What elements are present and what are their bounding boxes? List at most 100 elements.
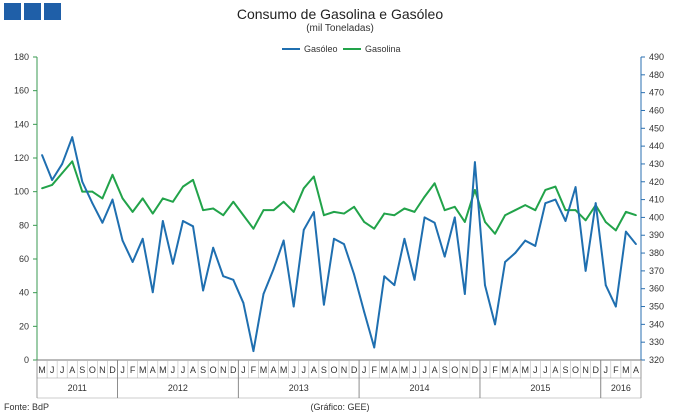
month-label: F xyxy=(613,365,619,375)
right-axis-tick-label: 450 xyxy=(649,123,664,133)
month-label: M xyxy=(159,365,167,375)
month-label: M xyxy=(381,365,389,375)
left-axis-tick-label: 40 xyxy=(19,288,29,298)
month-label: A xyxy=(633,365,639,375)
data-point-gasolina xyxy=(232,200,235,203)
data-point-gasoleo xyxy=(413,278,416,281)
data-point-gasoleo xyxy=(212,246,215,249)
data-point-gasolina xyxy=(614,229,617,232)
right-axis-tick-label: 380 xyxy=(649,248,664,258)
data-point-gasoleo xyxy=(524,239,527,242)
month-label: D xyxy=(109,365,116,375)
right-axis-tick-label: 420 xyxy=(649,177,664,187)
month-label: N xyxy=(582,365,589,375)
legend-label-gasolina: Gasolina xyxy=(365,44,401,54)
right-axis-tick-label: 320 xyxy=(649,355,664,365)
data-point-gasoleo xyxy=(584,269,587,272)
month-label: S xyxy=(562,365,568,375)
data-point-gasoleo xyxy=(333,237,335,240)
year-label: 2012 xyxy=(168,383,188,393)
legend-label-gasoleo: Gasóleo xyxy=(304,44,338,54)
data-point-gasolina xyxy=(202,209,205,212)
data-point-gasoleo xyxy=(101,221,104,224)
month-label: A xyxy=(391,365,397,375)
month-label: A xyxy=(311,365,317,375)
year-label: 2013 xyxy=(289,383,309,393)
data-point-gasoleo xyxy=(51,179,53,181)
data-point-gasoleo xyxy=(41,154,43,156)
month-label: S xyxy=(79,365,85,375)
month-label: N xyxy=(220,365,227,375)
month-label: M xyxy=(280,365,288,375)
data-point-gasolina xyxy=(353,205,355,208)
month-label: N xyxy=(99,365,106,375)
data-point-gasoleo xyxy=(604,284,607,287)
data-point-gasoleo xyxy=(514,252,517,254)
data-point-gasolina xyxy=(554,185,557,188)
data-point-gasoleo xyxy=(353,273,355,276)
month-label: D xyxy=(230,365,237,375)
month-label: J xyxy=(181,365,186,375)
data-point-gasolina xyxy=(403,207,406,210)
right-axis-tick-label: 340 xyxy=(649,319,664,329)
right-axis-tick-label: 440 xyxy=(649,141,664,151)
logo-square xyxy=(44,3,61,20)
data-point-gasoleo xyxy=(373,346,376,349)
data-point-gasoleo xyxy=(302,228,305,231)
data-point-gasoleo xyxy=(111,198,114,201)
data-point-gasolina xyxy=(584,219,587,222)
data-point-gasoleo xyxy=(383,275,386,278)
month-label: A xyxy=(271,365,277,375)
data-point-gasoleo xyxy=(272,268,275,270)
series-line-gasolina xyxy=(41,160,637,235)
month-label: F xyxy=(371,365,377,375)
data-point-gasoleo xyxy=(423,216,426,219)
data-point-gasolina xyxy=(323,214,325,217)
data-point-gasoleo xyxy=(614,305,617,308)
data-point-gasoleo xyxy=(312,211,315,213)
left-axis-tick-label: 20 xyxy=(19,321,29,331)
data-point-gasolina xyxy=(81,190,84,193)
data-point-gasolina xyxy=(61,172,64,175)
left-axis-tick-label: 80 xyxy=(19,220,29,230)
data-point-gasolina xyxy=(272,209,275,212)
month-label: S xyxy=(442,365,448,375)
data-point-gasoleo xyxy=(151,291,154,294)
data-point-gasolina xyxy=(172,200,174,203)
month-label: J xyxy=(241,365,246,375)
data-point-gasoleo xyxy=(232,278,235,281)
right-axis-tick-label: 430 xyxy=(649,159,664,169)
data-point-gasolina xyxy=(453,205,456,208)
month-label: A xyxy=(432,365,438,375)
series-line-gasoleo xyxy=(41,136,637,353)
data-point-gasolina xyxy=(383,212,386,215)
data-point-gasolina xyxy=(514,209,517,212)
month-label: S xyxy=(200,365,206,375)
data-point-gasoleo xyxy=(393,284,396,287)
year-label: 2011 xyxy=(68,383,87,393)
data-point-gasoleo xyxy=(443,255,446,258)
data-point-gasolina xyxy=(373,227,376,230)
month-label: J xyxy=(50,365,55,375)
data-point-gasolina xyxy=(282,200,285,203)
left-axis-tick-label: 0 xyxy=(24,355,29,365)
data-point-gasoleo xyxy=(282,239,285,242)
data-point-gasolina xyxy=(131,210,134,213)
month-label: J xyxy=(171,365,176,375)
data-point-gasoleo xyxy=(564,220,567,222)
month-label: J xyxy=(422,365,427,375)
month-label: M xyxy=(501,365,509,375)
data-point-gasolina xyxy=(91,190,94,193)
data-point-gasolina xyxy=(151,212,154,215)
data-point-gasolina xyxy=(242,214,245,217)
data-point-gasoleo xyxy=(61,163,64,165)
data-point-gasolina xyxy=(363,221,366,223)
month-label: S xyxy=(321,365,327,375)
brand-logo xyxy=(4,3,61,20)
chart-title: Consumo de Gasolina e Gasóleo xyxy=(236,6,444,22)
data-point-gasolina xyxy=(252,227,255,230)
month-label: O xyxy=(330,365,337,375)
month-label: J xyxy=(362,365,367,375)
month-label: N xyxy=(341,365,348,375)
